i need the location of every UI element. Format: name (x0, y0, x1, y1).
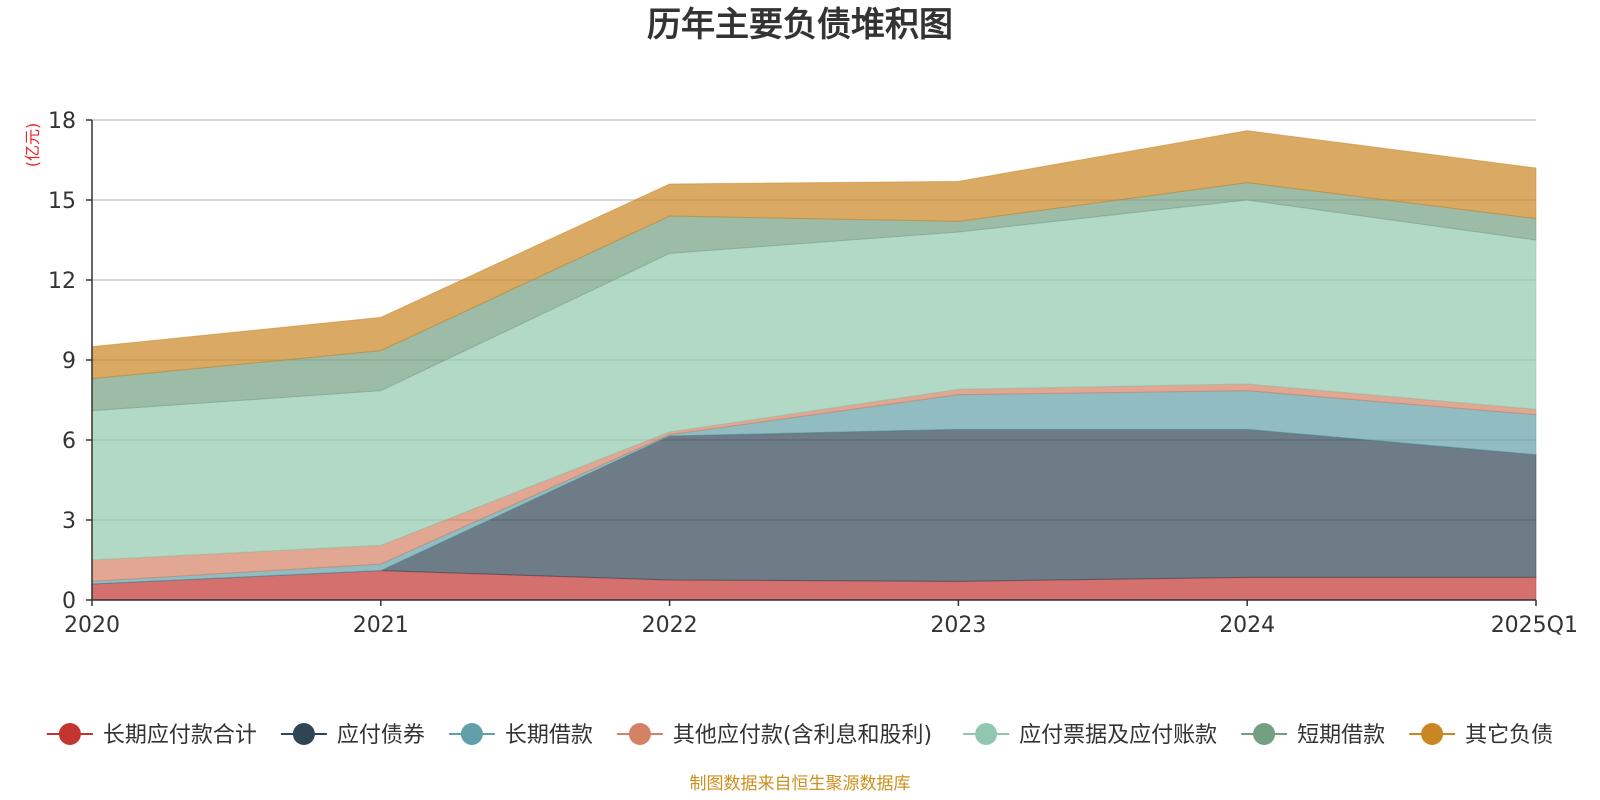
legend-marker-5 (1253, 723, 1276, 745)
legend-marker-3 (628, 723, 651, 745)
legend-item-5[interactable]: 短期借款 (1241, 723, 1385, 748)
legend-marker-6 (1421, 723, 1444, 745)
legend-item-3[interactable]: 其他应付款(含利息和股利) (616, 723, 932, 748)
legend-item-2[interactable]: 长期借款 (448, 723, 593, 748)
legend-label-1: 应付债券 (337, 723, 425, 748)
legend-marker-0 (58, 723, 81, 745)
y-tick-label-6: 18 (48, 109, 76, 134)
y-tick-label-3: 9 (62, 349, 76, 374)
legend-item-6[interactable]: 其它负债 (1409, 723, 1553, 748)
legend-label-6: 其它负债 (1465, 723, 1553, 748)
legend-marker-1 (292, 723, 315, 745)
y-axis-unit-label: (亿元) (23, 123, 42, 168)
area-series-6 (91, 130, 1537, 380)
legend-item-0[interactable]: 长期应付款合计 (46, 723, 257, 748)
legend-label-2: 长期借款 (505, 723, 593, 748)
legend-label-4: 应付票据及应付账款 (1019, 723, 1217, 748)
y-tick-label-0: 0 (62, 589, 76, 614)
x-tick-label-2: 2022 (642, 613, 698, 638)
legend-label-5: 短期借款 (1297, 723, 1385, 748)
x-tick-label-3: 2023 (930, 613, 986, 638)
x-tick-label-1: 2021 (353, 613, 409, 638)
legend-marker-2 (460, 723, 483, 745)
chart-title: 历年主要负债堆积图 (647, 5, 953, 45)
legend-label-3: 其他应付款(含利息和股利) (673, 723, 932, 748)
legend[interactable]: 长期应付款合计 应付债券 长期借款 其他应付款(含利息和股利) 应付票据及应付账款 短期借… (46, 723, 1553, 748)
y-tick-label-5: 15 (48, 189, 76, 214)
x-tick-label-0: 2020 (64, 613, 120, 638)
y-tick-label-1: 3 (62, 509, 76, 534)
y-tick-label-2: 6 (62, 429, 76, 454)
legend-marker-4 (975, 723, 998, 745)
y-tick-label-4: 12 (48, 269, 76, 294)
source-note: 制图数据来自恒生聚源数据库 (690, 774, 911, 794)
x-tick-label-5: 2025Q1 (1491, 613, 1578, 638)
x-tick-label-4: 2024 (1219, 613, 1275, 638)
legend-label-0: 长期应付款合计 (103, 723, 257, 748)
area-series-group (91, 130, 1537, 601)
legend-item-4[interactable]: 应付票据及应付账款 (963, 723, 1217, 748)
legend-item-1[interactable]: 应付债券 (280, 723, 425, 748)
axes: 0 3 6 9 12 15 18 2020 2021 2022 2023 2024 2025Q1 (48, 109, 1578, 638)
